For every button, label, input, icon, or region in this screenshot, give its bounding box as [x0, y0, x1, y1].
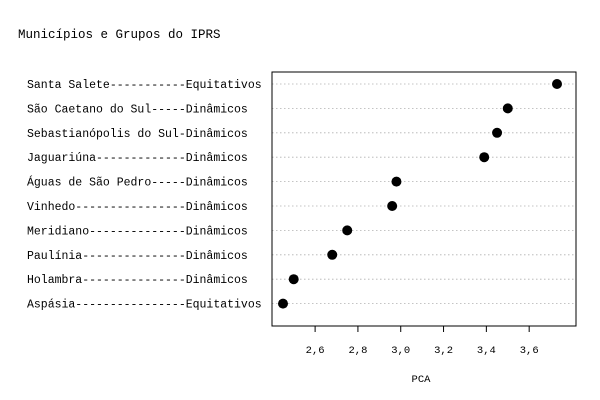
- category-label: São Caetano do Sul-----Dinâmicos: [27, 103, 248, 116]
- x-tick-label: 3,2: [434, 345, 453, 357]
- data-point: [387, 201, 398, 211]
- category-label: Meridiano--------------Dinâmicos: [27, 225, 248, 238]
- x-tick-label: 3,6: [520, 345, 539, 357]
- x-tick-label: 3,0: [391, 345, 410, 357]
- x-axis-title: PCA: [412, 374, 432, 386]
- x-tick-label: 3,4: [477, 345, 496, 357]
- grid-lines: [272, 83, 576, 305]
- category-label: Vinhedo----------------Dinâmicos: [27, 201, 248, 214]
- data-point: [479, 152, 490, 163]
- category-label: Paulínia---------------Dinâmicos: [27, 250, 248, 263]
- x-axis: 2,6 2,8 3,0 3,2 3,4 3,6: [306, 326, 539, 357]
- data-point: [327, 249, 338, 260]
- chart-title: Municípios e Grupos do IPRS: [18, 28, 221, 42]
- data-point: [391, 176, 402, 187]
- category-label: Águas de São Pedro-----Dinâmicos: [27, 176, 248, 190]
- x-tick-label: 2,6: [306, 345, 325, 357]
- data-point: [288, 274, 299, 285]
- data-point: [502, 103, 513, 114]
- data-point: [342, 225, 353, 236]
- category-label: Santa Salete-----------Equitativos: [27, 79, 262, 92]
- data-point: [278, 298, 288, 309]
- category-label: Jaguariúna-------------Dinâmicos: [27, 152, 248, 165]
- category-label: Sebastianópolis do Sul-Dinâmicos: [27, 128, 248, 141]
- plot-frame: [271, 71, 577, 327]
- data-points: [278, 79, 562, 309]
- data-point: [492, 127, 503, 138]
- category-label: Holambra---------------Dinâmicos: [27, 274, 248, 287]
- data-point: [552, 79, 562, 89]
- category-label: Aspásia----------------Equitativos: [27, 299, 262, 312]
- x-tick-label: 2,8: [348, 345, 367, 357]
- category-labels: Santa Salete-----------Equitativos São Ca…: [27, 79, 262, 312]
